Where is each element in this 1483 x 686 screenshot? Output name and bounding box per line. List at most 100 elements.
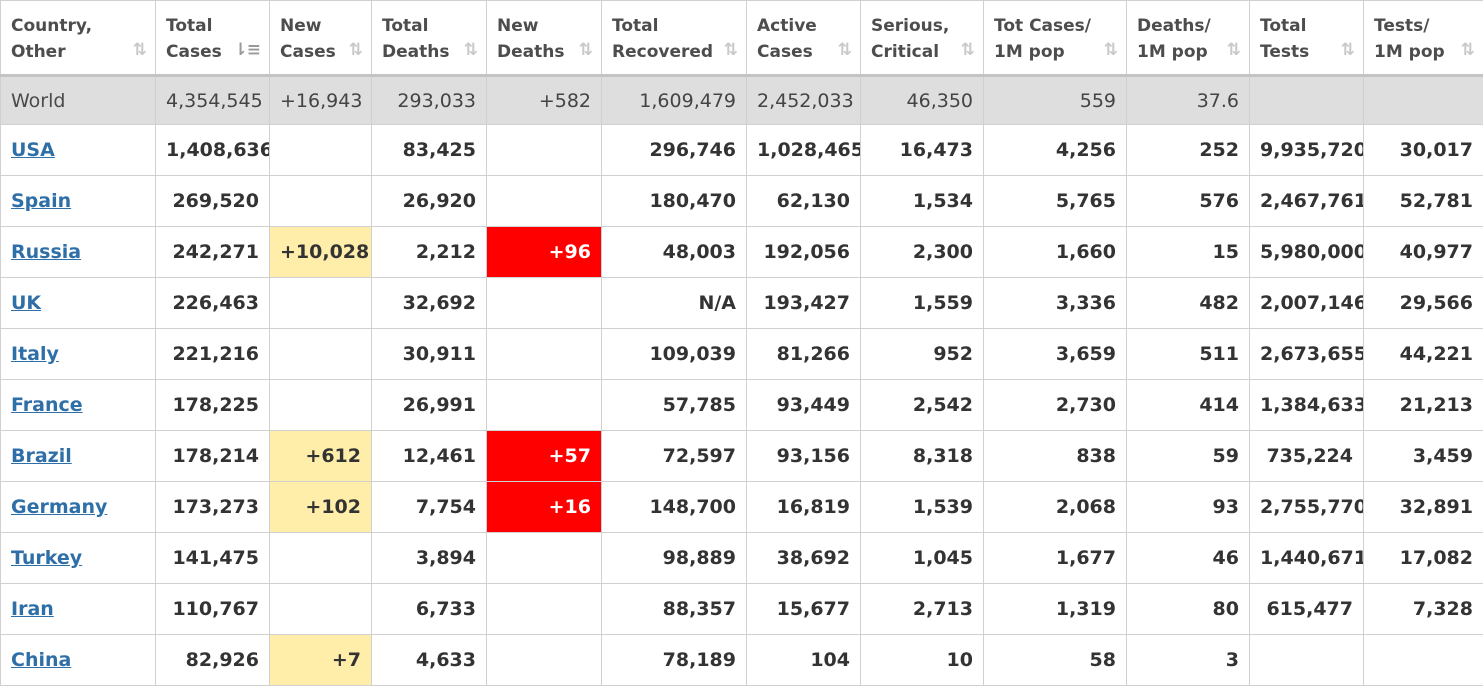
header-deaths-per-1m-col[interactable]: Deaths/1M pop⇅: [1127, 1, 1250, 76]
total-tests-cell: [1250, 635, 1364, 686]
total-recovered-cell: N/A: [602, 278, 747, 329]
deaths-per-1m-cell: 3: [1127, 635, 1250, 686]
active-cases-cell: 15,677: [747, 584, 861, 635]
country-link[interactable]: Germany: [11, 496, 107, 518]
total-tests-cell: 2,673,655: [1250, 329, 1364, 380]
active-cases-cell: 16,819: [747, 482, 861, 533]
sort-arrows-icon[interactable]: ⇅: [838, 37, 851, 63]
sort-arrows-icon[interactable]: ⇅: [1341, 37, 1354, 63]
active-cases-cell: 192,056: [747, 227, 861, 278]
sort-descending-icon[interactable]: ⇂≡: [234, 37, 261, 63]
active-cases-cell: 62,130: [747, 176, 861, 227]
new-deaths-cell: +57: [487, 431, 602, 482]
header-label-line1: Total: [612, 16, 658, 36]
serious-critical-cell: 46,350: [861, 76, 984, 125]
total-deaths-cell: 83,425: [372, 125, 487, 176]
total-cases-cell: 1,408,636: [156, 125, 270, 176]
sort-arrows-icon[interactable]: ⇅: [1104, 37, 1117, 63]
country-link[interactable]: Spain: [11, 190, 71, 212]
country-link[interactable]: China: [11, 649, 71, 671]
header-cases-per-1m-col[interactable]: Tot Cases/1M pop⇅: [984, 1, 1127, 76]
total-recovered-cell: 1,609,479: [602, 76, 747, 125]
header-label-line2: Cases: [757, 42, 813, 62]
total-deaths-cell: 30,911: [372, 329, 487, 380]
header-label-line2: Cases: [280, 42, 336, 62]
sort-arrows-icon[interactable]: ⇅: [464, 37, 477, 63]
header-label-line2: Critical: [871, 42, 939, 62]
tests-per-1m-cell: 21,213: [1364, 380, 1483, 431]
active-cases-cell: 104: [747, 635, 861, 686]
header-label-line1: Country,: [11, 16, 92, 36]
new-deaths-cell: [487, 635, 602, 686]
total-recovered-cell: 109,039: [602, 329, 747, 380]
total-cases-cell: 173,273: [156, 482, 270, 533]
country-cell: Spain: [1, 176, 156, 227]
total-tests-cell: 2,467,761: [1250, 176, 1364, 227]
active-cases-cell: 81,266: [747, 329, 861, 380]
total-cases-cell: 242,271: [156, 227, 270, 278]
cases-per-1m-cell: 3,659: [984, 329, 1127, 380]
header-label-line2: Deaths: [382, 42, 449, 62]
new-cases-cell: [270, 380, 372, 431]
header-label-line2: Other: [11, 42, 66, 62]
country-link[interactable]: Italy: [11, 343, 59, 365]
tests-per-1m-cell: 44,221: [1364, 329, 1483, 380]
country-link[interactable]: USA: [11, 139, 55, 161]
sort-arrows-icon[interactable]: ⇅: [133, 37, 146, 63]
country-link[interactable]: Iran: [11, 598, 54, 620]
deaths-per-1m-cell: 414: [1127, 380, 1250, 431]
tests-per-1m-cell: 7,328: [1364, 584, 1483, 635]
sort-arrows-icon[interactable]: ⇅: [724, 37, 737, 63]
new-deaths-cell: +582: [487, 76, 602, 125]
sort-arrows-icon[interactable]: ⇅: [1461, 37, 1474, 63]
country-link[interactable]: France: [11, 394, 83, 416]
country-link[interactable]: UK: [11, 292, 41, 314]
total-cases-cell: 221,216: [156, 329, 270, 380]
country-cell: China: [1, 635, 156, 686]
header-label-line2: Cases: [166, 42, 222, 62]
sort-arrows-icon[interactable]: ⇅: [961, 37, 974, 63]
tests-per-1m-cell: [1364, 76, 1483, 125]
total-cases-cell: 269,520: [156, 176, 270, 227]
serious-critical-cell: 2,542: [861, 380, 984, 431]
cases-per-1m-cell: 2,730: [984, 380, 1127, 431]
cases-per-1m-cell: 58: [984, 635, 1127, 686]
country-link[interactable]: Russia: [11, 241, 81, 263]
header-tests-per-1m-col[interactable]: Tests/1M pop⇅: [1364, 1, 1483, 76]
header-label-line1: New: [497, 16, 538, 36]
cases-per-1m-cell: 1,319: [984, 584, 1127, 635]
sort-arrows-icon[interactable]: ⇅: [579, 37, 592, 63]
sort-arrows-icon[interactable]: ⇅: [1227, 37, 1240, 63]
header-serious-critical-col[interactable]: Serious,Critical⇅: [861, 1, 984, 76]
country-link[interactable]: Brazil: [11, 445, 72, 467]
header-country-col[interactable]: Country, Other ⇅: [1, 1, 156, 76]
new-cases-cell: [270, 584, 372, 635]
total-tests-cell: [1250, 76, 1364, 125]
tests-per-1m-cell: 30,017: [1364, 125, 1483, 176]
new-cases-cell: [270, 329, 372, 380]
header-label-line1: Total: [166, 16, 212, 36]
country-cell: Brazil: [1, 431, 156, 482]
header-label-line1: Tests/: [1374, 16, 1429, 36]
total-recovered-cell: 148,700: [602, 482, 747, 533]
country-link[interactable]: Turkey: [11, 547, 82, 569]
header-total-cases-col[interactable]: Total Cases ⇂≡: [156, 1, 270, 76]
deaths-per-1m-cell: 93: [1127, 482, 1250, 533]
cases-per-1m-cell: 2,068: [984, 482, 1127, 533]
total-tests-cell: 2,755,770: [1250, 482, 1364, 533]
sort-arrows-icon[interactable]: ⇅: [349, 37, 362, 63]
new-cases-cell: [270, 533, 372, 584]
